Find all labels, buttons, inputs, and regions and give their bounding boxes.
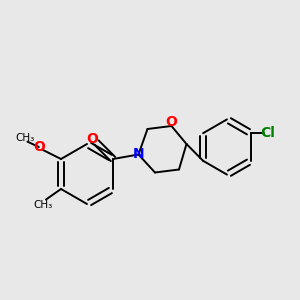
Text: N: N xyxy=(133,147,144,161)
Text: CH₃: CH₃ xyxy=(33,200,52,210)
Text: O: O xyxy=(86,132,98,146)
Text: Cl: Cl xyxy=(260,126,275,140)
Text: CH₃: CH₃ xyxy=(15,133,34,143)
Text: O: O xyxy=(166,116,177,129)
Text: O: O xyxy=(33,140,45,154)
